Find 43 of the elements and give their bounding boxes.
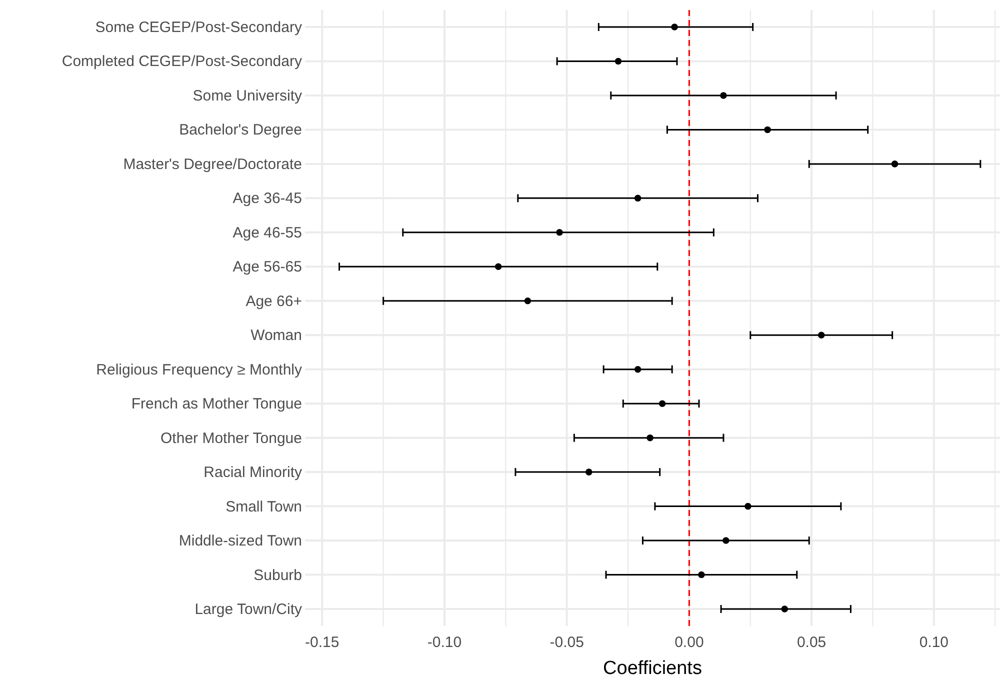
y-tick-label: Some CEGEP/Post-Secondary	[95, 19, 302, 36]
y-tick-label: Suburb	[254, 566, 302, 584]
point	[722, 537, 730, 544]
y-tick-label: Racial Minority	[204, 464, 302, 482]
point	[524, 298, 532, 304]
point	[585, 468, 592, 476]
y-tick-label: French as Mother Tongue	[131, 396, 302, 413]
x-tick-label: 0.00	[674, 634, 704, 651]
y-tick-label: Large Town/City	[194, 601, 302, 618]
point	[658, 400, 666, 407]
point	[671, 24, 678, 30]
y-tick-label: Master's Degree/Doctorate	[123, 156, 302, 173]
y-tick-label: Age 36-45	[232, 190, 302, 208]
y-tick-label: Religious Frequency ≥ Monthly	[96, 361, 302, 378]
x-tick-label: -0.15	[305, 634, 340, 651]
point	[891, 160, 898, 168]
y-tick-label: Completed CEGEP/Post-Secondary	[62, 53, 302, 70]
point	[781, 606, 788, 612]
point	[720, 92, 727, 99]
x-tick-label: 0.10	[919, 634, 949, 651]
point	[646, 434, 654, 442]
y-tick-label: Some University	[192, 87, 302, 104]
point	[764, 126, 771, 134]
point	[614, 58, 622, 65]
x-tick-label: -0.10	[427, 634, 462, 651]
point	[818, 332, 825, 338]
point	[634, 194, 642, 202]
y-tick-label: Age 66+	[246, 292, 302, 310]
y-tick-label: Age 56-65	[232, 258, 302, 276]
point	[494, 263, 502, 270]
point	[556, 229, 563, 236]
x-axis-title: Coefficients	[603, 658, 702, 679]
y-tick-label: Woman	[250, 327, 302, 344]
point	[634, 366, 642, 373]
x-tick-label: -0.05	[550, 634, 584, 651]
y-tick-label: Other Mother Tongue	[160, 430, 302, 447]
y-tick-label: Bachelor's Degree	[179, 122, 302, 139]
y-tick-label: Small Town	[226, 498, 302, 516]
point	[698, 571, 705, 578]
y-tick-label: Middle-sized Town	[178, 532, 302, 550]
y-tick-label: Age 46-55	[232, 224, 302, 242]
x-tick-label: 0.05	[796, 634, 826, 651]
point	[744, 502, 752, 510]
